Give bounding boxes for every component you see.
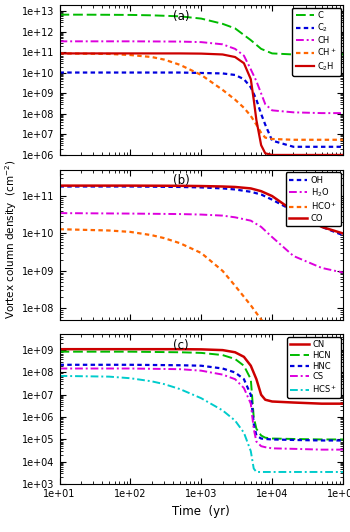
- Text: (a): (a): [173, 10, 189, 23]
- Text: Vortex column density  (cm$^{-2}$): Vortex column density (cm$^{-2}$): [4, 160, 19, 319]
- Text: (b): (b): [173, 174, 190, 187]
- Legend: CN, HCN, HNC, CS, HCS$^+$: CN, HCN, HNC, CS, HCS$^+$: [287, 337, 341, 398]
- Legend: C, C$_2$, CH, CH$^+$, C$_2$H: C, C$_2$, CH, CH$^+$, C$_2$H: [292, 8, 341, 76]
- Text: (c): (c): [173, 339, 189, 352]
- X-axis label: Time  (yr): Time (yr): [172, 504, 230, 518]
- Legend: OH, H$_2$O, HCO$^+$, CO: OH, H$_2$O, HCO$^+$, CO: [286, 172, 341, 226]
